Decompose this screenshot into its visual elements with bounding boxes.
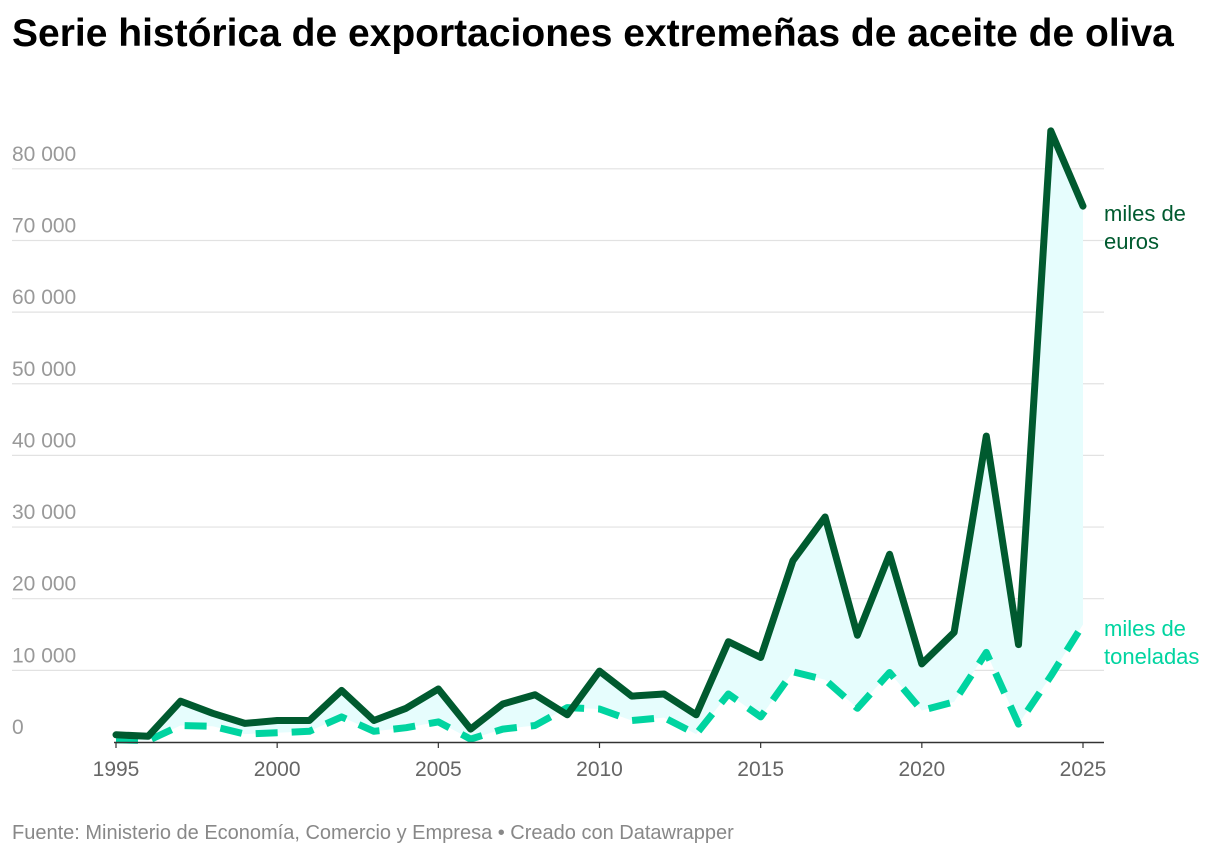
y-tick-label-70000: 70 000 [12, 214, 76, 237]
point-miles-de-euros-1995 [113, 731, 120, 738]
point-miles-de-euros-2008 [532, 691, 539, 698]
y-tick-label-60000: 60 000 [12, 286, 76, 309]
point-miles-de-euros-2025 [1080, 203, 1087, 210]
point-miles-de-toneladas-2014 [725, 690, 732, 697]
point-miles-de-toneladas-2001 [306, 728, 313, 735]
point-miles-de-toneladas-2008 [532, 722, 539, 729]
point-miles-de-euros-2024 [1047, 127, 1054, 134]
y-tick-label-20000: 20 000 [12, 573, 76, 596]
y-tick-label-30000: 30 000 [12, 501, 76, 524]
point-miles-de-toneladas-2019 [886, 669, 893, 676]
x-tick-label-2000: 2000 [254, 758, 301, 781]
x-tick-label-2010: 2010 [576, 758, 623, 781]
point-miles-de-toneladas-2013 [693, 731, 700, 738]
point-miles-de-euros-2014 [725, 638, 732, 645]
point-miles-de-euros-1996 [145, 733, 152, 740]
point-miles-de-euros-2000 [274, 717, 281, 724]
point-miles-de-toneladas-2017 [822, 676, 829, 683]
point-miles-de-euros-2001 [306, 717, 313, 724]
point-miles-de-euros-2016 [789, 557, 796, 564]
point-miles-de-euros-1998 [209, 710, 216, 717]
point-miles-de-toneladas-2012 [660, 714, 667, 721]
series-line-miles-de-euros [112, 127, 1087, 740]
point-miles-de-euros-2007 [499, 701, 506, 708]
point-miles-de-toneladas-1998 [209, 723, 216, 730]
point-miles-de-euros-2006 [467, 726, 474, 733]
point-miles-de-toneladas-2021 [951, 698, 958, 705]
point-miles-de-euros-2021 [951, 629, 958, 636]
point-miles-de-toneladas-2006 [467, 736, 474, 743]
point-miles-de-euros-1999 [241, 720, 248, 727]
series-line-miles-de-toneladas [115, 622, 1086, 745]
x-tick-label-2020: 2020 [898, 758, 945, 781]
point-miles-de-toneladas-2003 [370, 728, 377, 735]
point-miles-de-euros-2013 [693, 711, 700, 718]
point-miles-de-euros-2011 [628, 693, 635, 700]
point-miles-de-euros-1997 [177, 698, 184, 705]
point-miles-de-euros-2003 [370, 717, 377, 724]
series-label-miles-de-toneladas-line-2: toneladas [1104, 644, 1199, 669]
series-labels: miles de euros miles de toneladas [1104, 201, 1199, 669]
point-miles-de-euros-2018 [854, 632, 861, 639]
point-miles-de-euros-2015 [757, 654, 764, 661]
point-miles-de-euros-2017 [822, 514, 829, 521]
point-miles-de-toneladas-2011 [628, 717, 635, 724]
y-tick-label-0: 0 [12, 716, 24, 739]
chart-title: Serie histórica de exportaciones extreme… [12, 12, 1174, 55]
point-miles-de-toneladas-2000 [274, 729, 281, 736]
series-label-miles-de-toneladas-line-1: miles de [1104, 616, 1186, 641]
x-ticks: 1995 2000 2005 2010 2015 2020 2025 [93, 742, 1107, 781]
source-footer: Fuente: Ministerio de Economía, Comercio… [12, 822, 734, 844]
y-tick-label-50000: 50 000 [12, 358, 76, 381]
x-tick-label-2025: 2025 [1060, 758, 1107, 781]
point-miles-de-toneladas-2024 [1047, 673, 1054, 680]
point-miles-de-toneladas-2005 [435, 718, 442, 725]
point-miles-de-euros-2002 [338, 687, 345, 694]
point-miles-de-euros-2010 [596, 668, 603, 675]
point-miles-de-toneladas-2022 [983, 649, 990, 656]
y-tick-label-10000: 10 000 [12, 644, 76, 667]
point-miles-de-toneladas-2010 [596, 706, 603, 713]
point-miles-de-toneladas-2023 [1015, 721, 1022, 728]
point-miles-de-euros-2023 [1015, 641, 1022, 648]
point-miles-de-euros-2020 [918, 660, 925, 667]
point-miles-de-euros-2019 [886, 551, 893, 558]
y-tick-label-40000: 40 000 [12, 429, 76, 452]
point-miles-de-toneladas-2007 [499, 726, 506, 733]
series-lines [112, 127, 1087, 745]
point-miles-de-toneladas-2004 [403, 724, 410, 731]
point-miles-de-toneladas-2018 [854, 705, 861, 712]
point-miles-de-euros-2005 [435, 685, 442, 692]
series-label-miles-de-euros-line-1: miles de [1104, 201, 1186, 226]
point-miles-de-euros-2004 [403, 705, 410, 712]
point-miles-de-toneladas-2020 [918, 707, 925, 714]
point-miles-de-toneladas-1999 [241, 731, 248, 738]
point-miles-de-euros-2022 [983, 433, 990, 440]
point-miles-de-euros-2012 [660, 690, 667, 697]
grid-layer: 0 10 000 20 000 30 000 40 000 50 000 60 000 70 … [12, 143, 1104, 739]
point-miles-de-toneladas-2025 [1080, 621, 1087, 628]
point-miles-de-toneladas-2015 [757, 713, 764, 720]
point-miles-de-toneladas-2016 [789, 668, 796, 675]
x-tick-label-2015: 2015 [737, 758, 784, 781]
point-miles-de-toneladas-2002 [338, 713, 345, 720]
series-label-miles-de-euros-line-2: euros [1104, 229, 1159, 254]
point-miles-de-toneladas-1997 [177, 722, 184, 729]
y-tick-label-80000: 80 000 [12, 143, 76, 166]
x-tick-label-2005: 2005 [415, 758, 462, 781]
x-tick-label-1995: 1995 [93, 758, 140, 781]
point-miles-de-euros-2009 [564, 711, 571, 718]
